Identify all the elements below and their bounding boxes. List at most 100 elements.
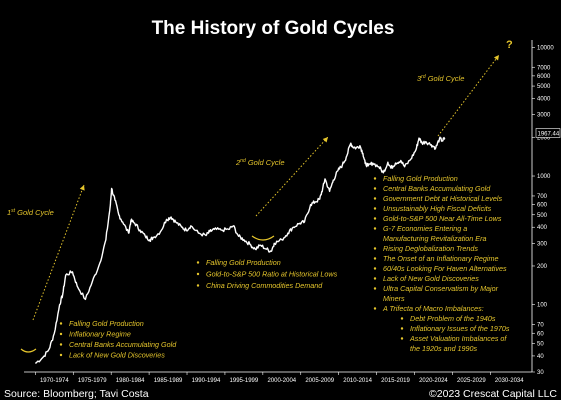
y-tick-label: 400: [537, 225, 548, 231]
x-tick-label: 2025-2029: [457, 378, 486, 384]
cycle3-subnote-item: Inflationary Issues of the 1970s: [410, 324, 510, 333]
x-tick-label: 1975-1979: [78, 378, 107, 384]
cycle2-note-bullet: [196, 272, 200, 276]
x-tick-label: 1970-1974: [40, 378, 69, 384]
cycle3-note-bullet: [373, 247, 377, 250]
cycle3-note-item: Manufacturing Revitalization Era: [383, 234, 486, 243]
cycle2-note-item: China Driving Commodities Demand: [206, 281, 323, 290]
cycle3-note-bullet: [373, 277, 377, 280]
y-tick-label: 700: [537, 194, 548, 200]
x-tick-label: 2030-2034: [495, 378, 524, 384]
cycle1-note-item: Inflationary Regime: [69, 330, 131, 339]
last-value-label: 1967.44: [538, 132, 560, 138]
cycle3-note-bullet: [373, 187, 377, 190]
y-tick-label: 100: [537, 303, 548, 309]
cycle3-subnote-bullet: [400, 317, 404, 320]
cycle3-subnote-item: Debt Problem of the 1940s: [410, 314, 496, 323]
y-tick-label: 5000: [537, 84, 551, 90]
y-tick-label: 70: [537, 323, 544, 329]
y-tick-label: 7000: [537, 65, 551, 71]
cycle3-note-item: 60/40s Looking For Haven Alternatives: [383, 264, 507, 273]
cycle2-notes: Falling Gold Production Gold-to-S&P 500 R…: [196, 258, 338, 290]
x-tick-label: 1985-1989: [154, 378, 183, 384]
axes: [24, 40, 533, 373]
cycle3-note-bullet: [373, 307, 377, 310]
y-tick-label: 1000: [537, 174, 551, 180]
cycle1-note-bullet: [59, 353, 63, 357]
cycle3-subnote-item: Asset Valuation Imbalances of: [409, 334, 507, 343]
cycle3-note-bullet: [373, 197, 377, 200]
y-tick-label: 300: [537, 241, 548, 247]
cycle2-note-bullet: [196, 261, 200, 264]
cycle1-note-bullet: [59, 332, 63, 336]
cycle3-note-item: Miners: [383, 294, 405, 303]
y-tick-label: 10000: [537, 45, 554, 51]
cycle1-note-bullet: [59, 343, 63, 346]
last-value-box: 1967.44: [535, 128, 561, 138]
cycle1-arrow-line: [32, 184, 85, 321]
cycle3-note-item: Government Debt at Historical Levels: [383, 194, 502, 203]
cycle1-note-item: Falling Gold Production: [69, 319, 144, 328]
cycle2-note-bullet: [196, 284, 200, 287]
y-tick-label: 2000: [537, 135, 551, 141]
future-question-mark: ?: [506, 39, 513, 51]
cycle1-low-marker: [20, 348, 37, 353]
cycle3-subnote-item: the 1920s and 1990s: [410, 344, 478, 353]
copyright-footer: ©2023 Crescat Capital LLC: [429, 388, 557, 400]
x-ticks: 1970-1974 1975-1979 1980-1984 1985-1989 1990…: [35, 372, 524, 384]
x-tick-label: 2010-2014: [343, 378, 372, 384]
cycle3-note-item: G-7 Economies Entering a: [383, 224, 467, 233]
cycle1-arrow-head: [79, 185, 85, 191]
cycle3-label: 3rd Gold Cycle: [417, 74, 464, 83]
y-tick-label: 600: [537, 203, 548, 209]
cycle3-subnote-bullet: [400, 337, 404, 340]
x-tick-label: 2020-2024: [419, 378, 448, 384]
cycle1-note-bullet: [59, 322, 63, 325]
cycle3-note-bullet: [373, 227, 377, 230]
cycle2-arrow-line: [255, 136, 329, 217]
cycle1-notes: Falling Gold Production Inflationary Regi…: [59, 319, 177, 360]
x-tick-label: 2005-2009: [305, 378, 334, 384]
cycle3-note-bullet: [373, 267, 377, 270]
y-tick-label: 4000: [537, 97, 551, 103]
cycle1-label: 1st Gold Cycle: [7, 208, 54, 217]
y-ticks: 10000 7000 6000 5000 4000 3000 2000 1000 700 600 5…: [532, 45, 554, 376]
y-tick-label: 3000: [537, 113, 551, 119]
x-tick-label: 1980-1984: [116, 378, 145, 384]
y-tick-label: 30: [537, 370, 544, 376]
cycle3-note-item: Unsustainably High Fiscal Deficits: [383, 204, 492, 213]
cycle3-note-item: Lack of New Gold Discoveries: [383, 274, 479, 283]
y-tick-label: 200: [537, 264, 548, 270]
y-tick-label: 6000: [537, 74, 551, 80]
cycle3-arrow-head: [493, 55, 499, 61]
cycle2-low-marker: [251, 235, 275, 241]
cycle2-note-item: Falling Gold Production: [206, 258, 281, 267]
y-tick-label: 50: [537, 341, 544, 347]
cycle3-note-bullet: [373, 257, 377, 260]
cycle3-note-bullet: [373, 207, 377, 210]
x-tick-label: 2015-2019: [381, 378, 410, 384]
y-tick-label: 40: [537, 354, 544, 360]
cycle3-subnote-bullet: [400, 327, 404, 330]
x-tick-label: 2000-2004: [267, 378, 296, 384]
cycle-arrows: [32, 54, 500, 321]
cycle3-note-item: The Onset of an Inflationary Regime: [383, 254, 498, 263]
cycle2-arrow-head: [322, 137, 328, 143]
y-tick-label: 500: [537, 213, 548, 219]
cycle1-note-item: Lack of New Gold Discoveries: [69, 351, 165, 360]
x-tick-label: 1990-1994: [192, 378, 221, 384]
cycle3-note-bullet: [373, 177, 377, 180]
cycle3-note-item: Central Banks Accumulating Gold: [383, 184, 491, 193]
cycle2-note-item: Gold-to-S&P 500 Ratio at Historical Lows: [206, 270, 338, 279]
x-tick-label: 1995-1999: [230, 378, 259, 384]
cycle3-note-bullet: [373, 217, 377, 220]
cycle3-note-bullet: [373, 287, 377, 290]
cycle2-label: 2nd Gold Cycle: [235, 158, 285, 167]
cycle3-note-item: Gold-to-S&P 500 Near All-Time Lows: [383, 214, 502, 223]
cycle3-note-item: A Trifecta of Macro Imbalances:: [382, 304, 484, 313]
source-footer: Source: Bloomberg; Tavi Costa: [4, 388, 149, 400]
chart-title: The History of Gold Cycles: [152, 18, 395, 39]
